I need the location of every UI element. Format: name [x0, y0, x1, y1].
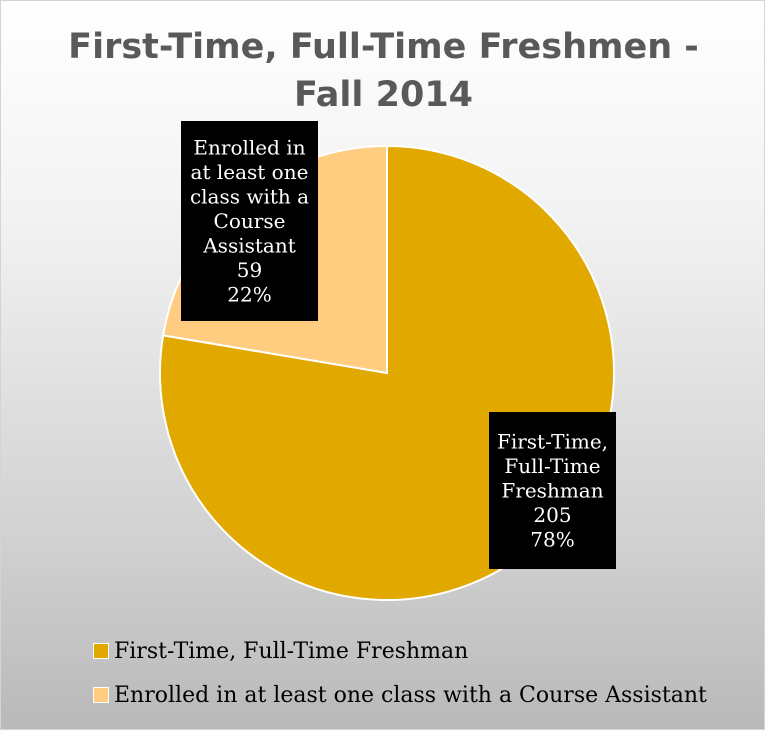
legend-swatch-course-assistant: [93, 687, 109, 703]
data-label-course-assistant-text: Enrolled in at least one class with a Cours…: [190, 135, 309, 306]
data-label-course-assistant-box: [181, 121, 318, 321]
data-label-first-time-freshman-text: First-Time, Full-Time Freshman 205 78%: [497, 429, 608, 551]
legend-label-first-time-freshman: First-Time, Full-Time Freshman: [114, 638, 469, 664]
data-label-first-time-freshman: First-Time, Full-Time Freshman 205 78%: [489, 412, 616, 569]
legend-swatch-first-time-freshman: [93, 643, 109, 659]
chart-title: First-Time, Full-Time Freshmen - Fall 20…: [68, 27, 699, 115]
legend: First-Time, Full-Time Freshman Enrolled …: [93, 634, 707, 722]
data-label-first-time-freshman-box: [489, 412, 616, 569]
legend-label-course-assistant: Enrolled in at least one class with a Co…: [114, 682, 707, 708]
legend-item-course-assistant: Enrolled in at least one class with a Co…: [93, 678, 707, 712]
pie-plot: First-Time, Full-Time Freshman 205 78% Enroll…: [159, 121, 616, 601]
legend-item-first-time-freshman: First-Time, Full-Time Freshman: [93, 634, 707, 668]
data-label-course-assistant: Enrolled in at least one class with a Cours…: [181, 121, 318, 321]
